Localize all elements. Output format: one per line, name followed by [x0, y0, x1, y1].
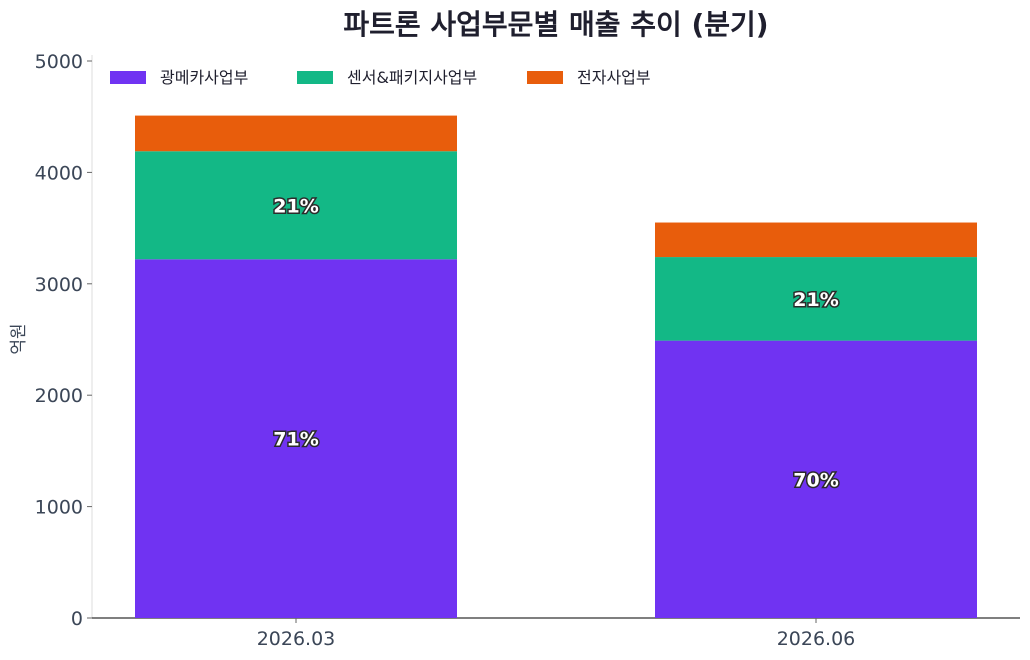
- data-label: 70%: [793, 469, 838, 491]
- bar-segment: [655, 257, 977, 341]
- bar-segment: [135, 115, 457, 152]
- x-tick-label: 2026.06: [777, 628, 856, 650]
- chart-title: 파트론 사업부문별 매출 추이 (분기): [343, 8, 768, 41]
- legend-label: 센서&패키지사업부: [347, 68, 477, 87]
- data-label: 71%: [273, 429, 318, 451]
- bar-segment: [655, 340, 977, 618]
- y-tick-label: 2000: [35, 385, 83, 407]
- legend: 광메카사업부 센서&패키지사업부 전자사업부: [110, 68, 651, 87]
- bar-segment: [135, 259, 457, 618]
- bar-segment: [135, 151, 457, 260]
- y-tick-label: 0: [71, 608, 83, 630]
- bar-segment: [655, 222, 977, 258]
- data-label: 21%: [273, 195, 318, 217]
- legend-swatch: [527, 71, 563, 84]
- y-tick-label: 4000: [35, 162, 83, 184]
- y-tick-label: 1000: [35, 497, 83, 519]
- x-tick-label: 2026.03: [257, 628, 336, 650]
- legend-label: 전자사업부: [577, 68, 651, 87]
- y-axis-label: 억원: [9, 323, 29, 354]
- legend-label: 광메카사업부: [160, 68, 248, 87]
- y-tick-label: 5000: [35, 51, 83, 73]
- legend-swatch: [110, 71, 146, 84]
- data-label: 21%: [793, 289, 838, 311]
- y-tick-label: 3000: [35, 274, 83, 296]
- plot-area: 0 1000 2000 3000 4000 5000 71% 21% 2026.03 70% 21%…: [35, 51, 1020, 650]
- legend-swatch: [297, 71, 333, 84]
